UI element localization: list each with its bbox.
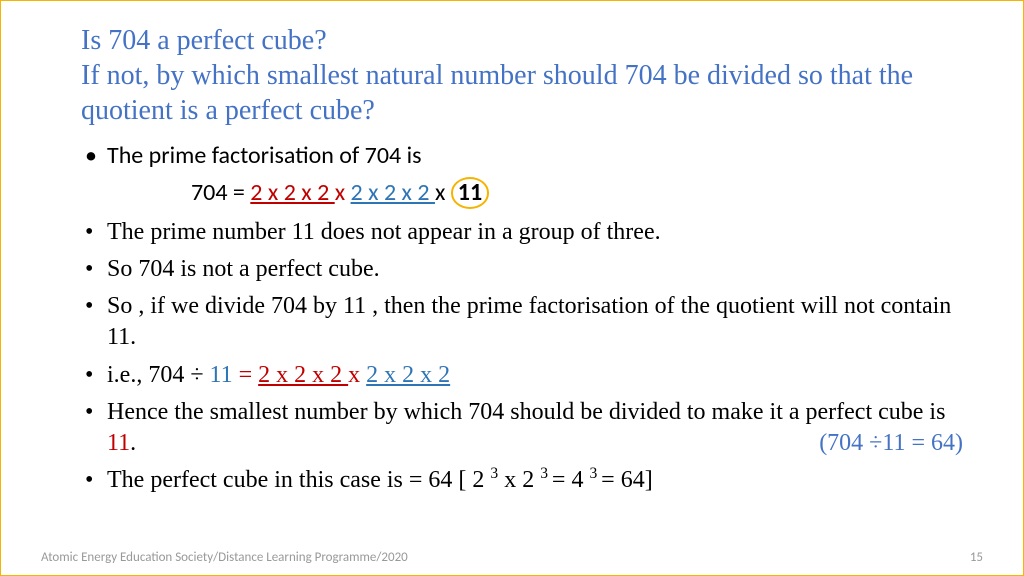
- b7-pre: The perfect cube in this case is = 64 [ …: [107, 467, 490, 493]
- bullet-list-2: The prime number 11 does not appear in a…: [81, 217, 963, 497]
- b5-eq: =: [233, 362, 259, 388]
- b6-11: 11: [107, 430, 130, 456]
- footer: Atomic Energy Education Society/Distance…: [41, 550, 983, 565]
- bullet-3: So 704 is not a perfect cube.: [81, 254, 963, 285]
- b7-sup3: 3: [589, 465, 601, 482]
- bullet-4-text: So , if we divide 704 by 11 , then the p…: [107, 293, 951, 350]
- eq-x2: x: [435, 178, 451, 207]
- bullet-5: i.e., 704 ÷ 11 = 2 x 2 x 2 x 2 x 2 x 2: [81, 360, 963, 391]
- eq-lhs: 704 =: [191, 178, 250, 207]
- bullet-2-text: The prime number 11 does not appear in a…: [107, 219, 661, 245]
- bullet-list: The prime factorisation of 704 is: [81, 140, 963, 171]
- footer-page: 15: [970, 550, 983, 565]
- eq-group2: 2 x 2 x 2: [351, 178, 435, 207]
- slide: Is 704 a perfect cube? If not, by which …: [0, 0, 1024, 576]
- b6-pre: Hence the smallest number by which 704 s…: [107, 399, 945, 425]
- eq-group1: 2 x 2 x 2: [250, 178, 334, 207]
- bullet-6: Hence the smallest number by which 704 s…: [81, 397, 963, 459]
- b6-dot: .: [130, 430, 136, 456]
- b5-11: 11: [210, 362, 233, 388]
- bullet-1-text: The prime factorisation of 704 is: [107, 141, 421, 170]
- b6-right: (704 ÷11 = 64): [819, 428, 963, 459]
- title-line-2: If not, by which smallest natural number…: [81, 60, 913, 126]
- b7-mid2: = 4: [552, 467, 590, 493]
- b5-pre: i.e., 704 ÷: [107, 362, 210, 388]
- b7-mid1: x 2: [498, 467, 540, 493]
- bullet-2: The prime number 11 does not appear in a…: [81, 217, 963, 248]
- bullet-4: So , if we divide 704 by 11 , then the p…: [81, 291, 963, 353]
- bullet-7: The perfect cube in this case is = 64 [ …: [81, 465, 963, 496]
- title-line-1: Is 704 a perfect cube?: [81, 25, 327, 56]
- factorisation-equation: 704 = 2 x 2 x 2 x 2 x 2 x 2 x 11: [191, 177, 963, 209]
- bullet-1: The prime factorisation of 704 is: [81, 140, 963, 171]
- b5-g2: 2 x 2 x 2: [366, 362, 450, 388]
- footer-left: Atomic Energy Education Society/Distance…: [41, 550, 408, 565]
- bullet-3-text: So 704 is not a perfect cube.: [107, 256, 380, 282]
- eq-x1: x: [335, 178, 351, 207]
- slide-title: Is 704 a perfect cube? If not, by which …: [81, 23, 963, 128]
- b7-end: = 64]: [601, 467, 653, 493]
- b5-x: x: [348, 362, 366, 388]
- circled-11: 11: [451, 177, 489, 209]
- b5-g1: 2 x 2 x 2: [258, 362, 348, 388]
- b7-sup2: 3: [540, 465, 552, 482]
